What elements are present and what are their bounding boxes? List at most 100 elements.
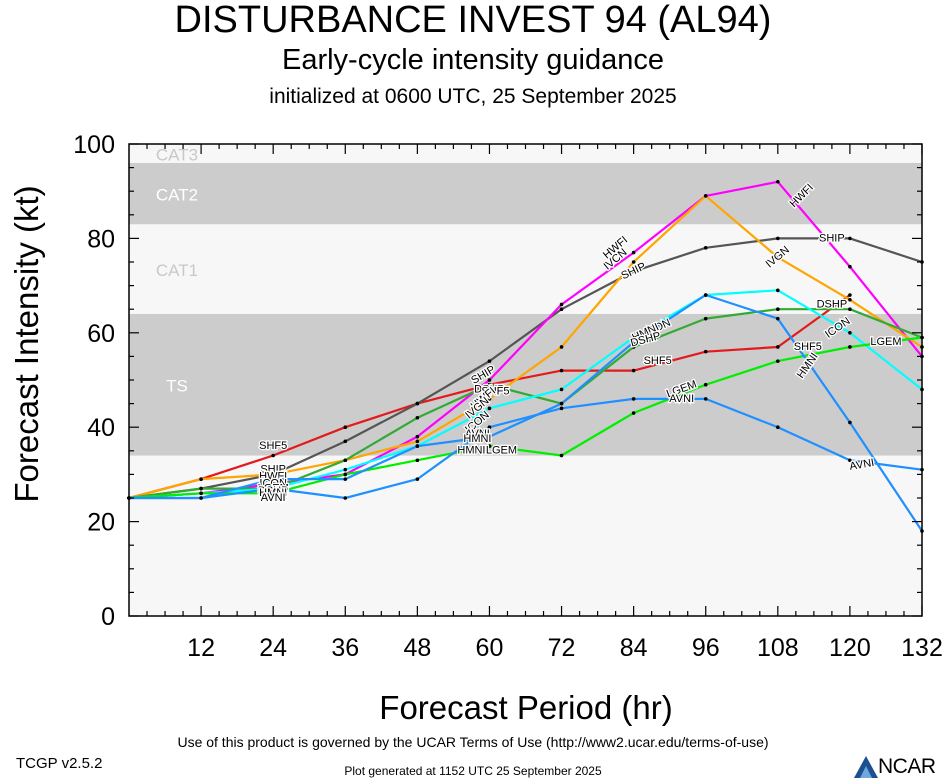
data-point-ship [415, 401, 420, 406]
data-point-dshp [199, 486, 203, 491]
data-point-dshp [703, 316, 708, 321]
y-tick-label: 60 [87, 320, 115, 348]
model-lines [127, 179, 924, 533]
line-label-hmni: HMNI [457, 445, 485, 457]
version-label: TCGP v2.5.2 [16, 755, 103, 772]
ncar-logo-text: NCAR [878, 755, 936, 778]
data-point-hwfi [559, 302, 564, 307]
line-label-avni: AVNI [465, 428, 490, 440]
data-point-hwfi [487, 378, 492, 382]
x-tick-label: 84 [620, 634, 648, 662]
series-line-ivcn [128, 194, 923, 500]
chart-title: DISTURBANCE INVEST 94 (AL94) [174, 0, 772, 41]
x-tick-label: 48 [403, 634, 431, 662]
data-point-avni [776, 425, 780, 430]
line-label-ship: SHIP [260, 464, 286, 476]
data-point-ivcn [271, 472, 275, 477]
data-point-shf5 [703, 349, 708, 354]
data-point-ivcn [487, 397, 492, 401]
data-point-hmni [271, 477, 275, 481]
data-point-hmni [848, 420, 852, 425]
line-label-lgem: LGEM [870, 336, 901, 348]
line-label-dshp: DSHP [817, 298, 848, 310]
data-point-avni [848, 458, 852, 463]
line-label-dshp: DSHP [474, 383, 505, 395]
data-point-ship [559, 307, 564, 312]
line-label-avni: AVNI [669, 393, 694, 405]
data-point-ivcn [703, 194, 708, 198]
chart-axes: 0 20 40 60 80 100 12 24 36 48 60 72 84 96 108 120 132 [73, 131, 943, 662]
data-point-shf5 [848, 293, 852, 297]
data-point-hmni [343, 477, 348, 481]
line-label-shf5: SHF5 [259, 440, 287, 452]
band-label-ts: TS [166, 377, 188, 396]
data-point-shf5 [631, 368, 636, 373]
data-point-dshp [631, 345, 636, 349]
line-label-hwfi: HWFI [259, 471, 287, 483]
y-tick-label: 0 [101, 603, 115, 631]
data-point-hmni [776, 316, 780, 321]
data-point-lgem [343, 472, 348, 477]
data-point-dshp [415, 415, 420, 420]
data-point-lgem [776, 359, 780, 363]
data-point-lgem [848, 345, 852, 349]
data-point-avni [487, 425, 492, 430]
data-point-shf5 [559, 368, 564, 373]
data-point-hwfi [631, 250, 636, 255]
x-tick-label: 132 [901, 634, 943, 662]
line-label-shf5: SHF5 [644, 355, 672, 367]
band-label-cat2: CAT2 [156, 186, 198, 205]
data-point-ship [776, 236, 780, 241]
x-axis-label: Forecast Period (hr) [379, 689, 672, 726]
data-point-icon [343, 467, 348, 472]
data-point-icon [487, 406, 492, 411]
data-point-ship [487, 359, 492, 363]
generated-timestamp: Plot generated at 1152 UTC 25 September … [344, 764, 602, 778]
chart-subtitle: Early-cycle intensity guidance [281, 44, 664, 76]
data-point-ivcn [631, 260, 636, 264]
data-point-hmni [559, 401, 564, 406]
data-point-hmni [631, 340, 636, 345]
data-point-dshp [776, 307, 780, 312]
data-point-avni [199, 496, 203, 500]
data-point-hmni [487, 434, 492, 439]
series-line-lgem [128, 336, 923, 500]
data-point-icon [848, 331, 852, 335]
data-point-lgem [703, 382, 708, 387]
terms-of-use-note: Use of this product is governed by the U… [177, 734, 769, 750]
line-label-avni: AVNI [261, 492, 286, 504]
data-point-ivcn [848, 297, 852, 302]
data-point-avni [631, 397, 636, 401]
line-label-icon: ICON [259, 478, 287, 490]
data-point-avni [415, 477, 420, 481]
data-point-dshp [487, 382, 492, 387]
x-tick-label: 60 [476, 634, 504, 662]
line-label-lgem: LGEM [486, 445, 517, 457]
data-point-hwfi [776, 179, 780, 184]
y-tick-label: 20 [87, 509, 115, 537]
series-line-avni [129, 397, 923, 500]
y-tick-label: 80 [87, 225, 115, 253]
data-point-icon [631, 335, 636, 340]
data-point-lgem [271, 491, 275, 496]
ncar-logo-icon [854, 756, 878, 778]
series-line-ship [128, 237, 923, 500]
data-point-icon [559, 387, 564, 392]
line-label-lgem: LGEM [258, 482, 289, 494]
data-point-ivcn [559, 345, 564, 349]
x-tick-label: 120 [829, 634, 871, 662]
data-point-lgem [559, 453, 564, 458]
data-point-icon [776, 288, 780, 293]
chart-init-time: initialized at 0600 UTC, 25 September 20… [269, 85, 677, 108]
series-line-hmni [129, 293, 923, 532]
data-point-hwfi [848, 264, 852, 269]
x-tick-label: 72 [548, 634, 576, 662]
data-point-hmni [703, 293, 708, 297]
line-label-shf5: SHF5 [481, 386, 509, 398]
line-label-hmni: HMNI [463, 433, 491, 445]
y-axis-label: Forecast Intensity (kt) [8, 185, 45, 502]
data-point-shf5 [271, 453, 275, 458]
x-tick-label: 24 [259, 634, 287, 662]
band-cat2 [129, 162, 922, 225]
